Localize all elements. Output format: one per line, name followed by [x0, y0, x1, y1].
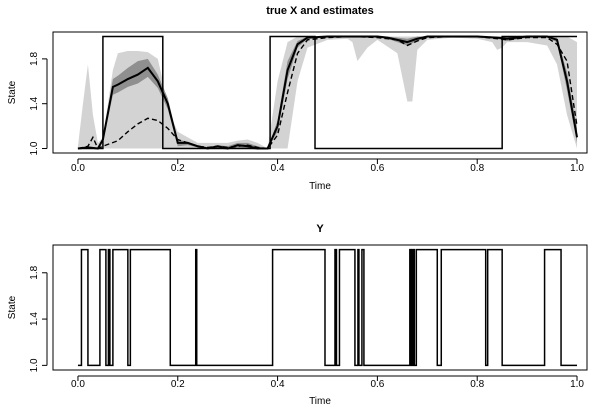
bottom-x-tick-label: 0.6: [370, 379, 384, 390]
top-x-tick-label: 0.8: [470, 163, 484, 174]
bottom-series-observed: [77, 248, 578, 367]
bottom-x-tick-label: 0.0: [71, 379, 85, 390]
bottom-y-tick-label: 1.8: [29, 265, 40, 279]
bottom-panel: Y 0.0 0.2 0.4 0.6 0.8 1.0 Time 1.0 1.4 1.8 State: [7, 223, 588, 407]
bottom-plot-frame: [52, 244, 588, 371]
top-x-tick-label: 0.2: [171, 163, 185, 174]
top-series-estimate-dashed: [77, 35, 578, 150]
top-plot-frame: [52, 31, 588, 154]
bottom-x-axis-label: Time: [309, 396, 331, 407]
bottom-x-tick-label: 0.8: [470, 379, 484, 390]
top-x-axis-label: Time: [309, 181, 331, 192]
top-x-tick-label: 0.0: [71, 163, 85, 174]
bottom-x-tick-label: 1.0: [570, 379, 584, 390]
top-band-outer: [77, 36, 578, 149]
top-x-tick-label: 1.0: [570, 163, 584, 174]
top-chart-title: true X and estimates: [266, 5, 374, 17]
bottom-y-tick-label: 1.0: [29, 358, 40, 372]
bottom-y-tick-label: 1.4: [29, 312, 40, 326]
top-x-tick-label: 0.4: [271, 163, 285, 174]
top-x-tick-label: 0.6: [370, 163, 384, 174]
top-series-true-state: [77, 35, 578, 150]
top-y-tick-label: 1.4: [29, 96, 40, 110]
top-y-axis-label: State: [7, 80, 18, 104]
top-y-tick-label: 1.0: [29, 141, 40, 155]
top-y-tick-label: 1.8: [29, 52, 40, 66]
bottom-x-tick-label: 0.4: [271, 379, 285, 390]
bottom-chart-title: Y: [316, 223, 324, 235]
bottom-y-axis-label: State: [7, 295, 18, 319]
top-panel: true X and estimates 0.0 0.2 0.4 0.6 0.8 1.0 Ti…: [7, 5, 588, 192]
bottom-x-tick-label: 0.2: [171, 379, 185, 390]
